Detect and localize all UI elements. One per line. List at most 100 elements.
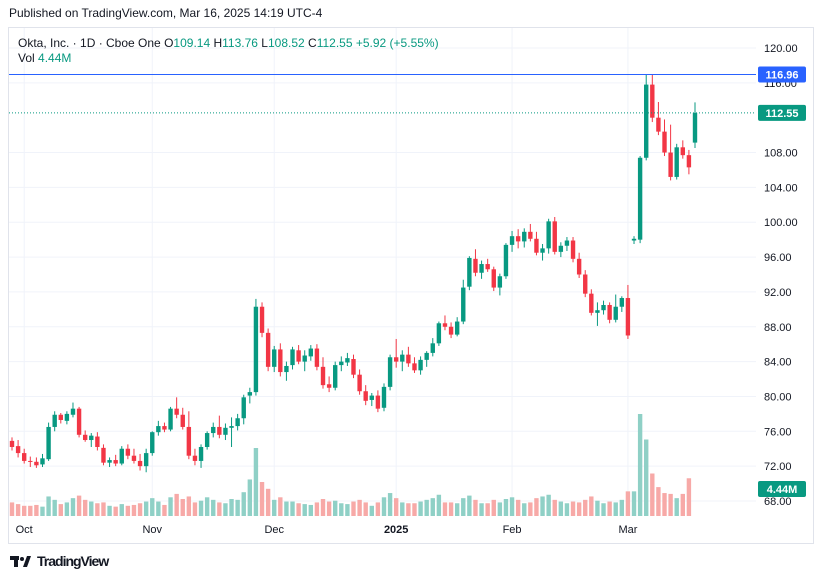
candle: [89, 433, 94, 447]
volume-bar: [473, 499, 478, 516]
candle-body: [424, 352, 429, 360]
candle-body: [40, 458, 45, 465]
price-tick-label: 88.00: [764, 322, 792, 334]
candle: [509, 230, 515, 252]
candle-body: [552, 221, 557, 252]
candle: [613, 294, 618, 323]
volume-bar: [290, 501, 295, 516]
candle-body: [393, 357, 399, 362]
volume-bar: [272, 499, 277, 516]
candle-body: [89, 435, 94, 441]
candle: [491, 266, 496, 292]
candle-body: [22, 453, 27, 461]
volume-bar: [680, 493, 685, 516]
candle-body: [150, 432, 155, 454]
volume-label: Vol: [18, 51, 35, 65]
footer-brand[interactable]: TradingView: [10, 553, 109, 569]
candle-body: [180, 414, 185, 427]
candle-body: [229, 426, 234, 428]
volume-bar: [546, 494, 551, 516]
candle-body: [412, 363, 417, 371]
candle: [418, 356, 423, 375]
candle-body: [107, 460, 112, 463]
candle: [241, 394, 246, 425]
open-label: O: [164, 36, 174, 50]
volume-bar: [253, 448, 259, 516]
volume-bar: [70, 498, 76, 516]
candle-body: [125, 448, 131, 456]
candle: [454, 317, 460, 337]
candle-body: [631, 238, 637, 241]
volume-bar: [674, 498, 679, 516]
candle: [375, 390, 381, 413]
time-tick-label: Oct: [16, 524, 33, 536]
close-label: C: [308, 36, 317, 50]
candle: [576, 252, 582, 278]
candle: [387, 354, 393, 391]
candle-body: [82, 434, 88, 441]
candle-body: [650, 84, 655, 118]
candle: [357, 369, 362, 395]
volume-bar: [461, 498, 466, 516]
candle-body: [156, 426, 161, 433]
volume-bar: [491, 499, 496, 516]
volume-bar: [223, 503, 228, 516]
candle-body: [64, 413, 70, 421]
candle: [137, 453, 143, 471]
candle-body: [95, 436, 100, 447]
chart-frame[interactable]: [8, 27, 814, 544]
candle-body: [656, 117, 661, 132]
candle-body: [113, 460, 118, 464]
volume-bar: [28, 505, 33, 516]
candle-body: [430, 343, 435, 353]
candle: [692, 102, 698, 149]
candle: [58, 413, 63, 424]
volume-bar: [107, 505, 112, 516]
volume-bars: [9, 414, 692, 516]
volume-bar: [320, 499, 326, 516]
candle-body: [680, 147, 685, 156]
volume-bar: [150, 498, 155, 516]
volume-value: 4.44M: [38, 51, 72, 65]
candle: [143, 448, 149, 473]
candle-body: [76, 408, 82, 435]
price-tick-label: 72.00: [764, 461, 792, 473]
grid-lines: [9, 28, 756, 516]
volume-tag: 4.44M: [767, 484, 798, 496]
candle-body: [546, 221, 551, 249]
candle-body: [58, 414, 63, 420]
candle: [515, 229, 521, 249]
candle: [552, 217, 557, 255]
candle-body: [131, 455, 137, 461]
candle: [168, 406, 173, 432]
candle: [302, 350, 307, 372]
candle-body: [198, 446, 204, 461]
candle: [253, 298, 259, 396]
candle-body: [15, 446, 21, 454]
candle: [284, 361, 289, 381]
volume-bar: [339, 503, 344, 516]
candle: [473, 249, 478, 277]
volume-bar: [467, 495, 472, 516]
volume-bar: [131, 504, 137, 516]
candle: [156, 420, 161, 436]
candle-body: [442, 323, 448, 327]
candle-body: [345, 358, 350, 363]
candle-body: [479, 264, 484, 273]
candle-body: [491, 269, 496, 288]
volume-bar: [400, 502, 405, 516]
volume-bar: [34, 504, 39, 516]
chart-legend: Okta, Inc. · 1D · Cboe One O109.14 H113.…: [18, 35, 439, 51]
candle-body: [662, 131, 667, 153]
candle-body: [637, 157, 643, 240]
candle: [131, 448, 137, 464]
published-caption: Published on TradingView.com, Mar 16, 20…: [9, 6, 323, 20]
candle-body: [351, 359, 356, 375]
candle: [198, 444, 204, 468]
volume-bar: [534, 498, 539, 516]
candle-body: [320, 366, 326, 386]
volume-bar: [601, 503, 606, 516]
candle: [607, 302, 612, 324]
candle: [503, 243, 509, 279]
